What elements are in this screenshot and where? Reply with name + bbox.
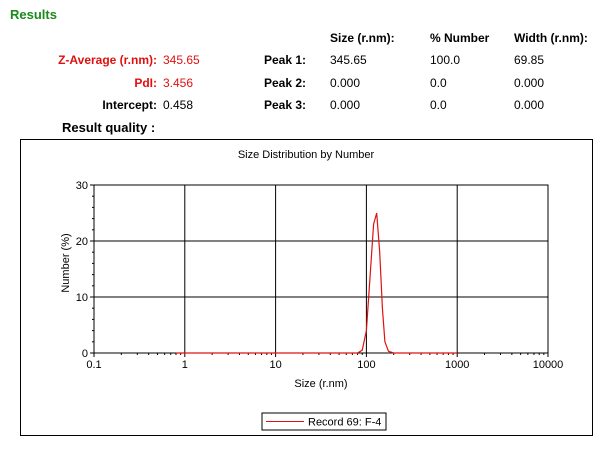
z-average-label: Z-Average (r.nm): [58, 53, 157, 67]
legend: Record 69: F-4 [261, 412, 387, 431]
peak-2-number: 0.0 [430, 76, 447, 90]
peak-2-size: 0.000 [330, 76, 361, 90]
col-header-size: Size (r.nm): [330, 31, 395, 45]
pdi-value: 3.456 [163, 76, 194, 90]
y-tick-label: 10 [76, 292, 88, 304]
series-line [176, 212, 458, 354]
col-header-number: % Number [430, 31, 490, 45]
col-header-width: Width (r.nm): [514, 31, 588, 45]
peak-3-label: Peak 3: [264, 98, 307, 112]
intercept-value: 0.458 [163, 98, 194, 112]
plot-frame [93, 184, 549, 354]
x-tick-label: 1 [182, 359, 188, 371]
results-title: Results [10, 7, 57, 22]
peak-2-label: Peak 2: [264, 76, 307, 90]
y-tick-label: 30 [76, 180, 88, 192]
x-tick-label: 100 [357, 359, 375, 371]
x-tick-label: 1000 [445, 359, 469, 371]
legend-box [261, 412, 387, 431]
peak-2-width: 0.000 [514, 76, 545, 90]
peak-1-size: 345.65 [330, 53, 367, 67]
peak-3-size: 0.000 [330, 98, 361, 112]
intercept-label: Intercept: [102, 98, 157, 112]
x-axis-label: Size (r.nm) [294, 378, 347, 390]
peak-1-number: 100.0 [430, 53, 461, 67]
x-tick-label: 0.1 [86, 359, 101, 371]
chart-title: Size Distribution by Number [238, 149, 375, 161]
legend-label: Record 69: F-4 [308, 417, 381, 429]
y-tick-label: 0 [82, 348, 88, 360]
y-tick-label: 20 [76, 236, 88, 248]
x-tick-label: 10000 [533, 359, 564, 371]
peak-3-width: 0.000 [514, 98, 545, 112]
z-average-value: 345.65 [163, 53, 200, 67]
peak-3-number: 0.0 [430, 98, 447, 112]
x-tick-label: 10 [269, 359, 281, 371]
size-distribution-chart: Size Distribution by Number 0.1 1 10 100 100… [60, 149, 564, 431]
peak-1-width: 69.85 [514, 53, 545, 67]
result-quality-label: Result quality : [62, 120, 156, 135]
peak-1-label: Peak 1: [264, 53, 307, 67]
chart-panel: Size Distribution by Number 0.1 1 10 100 100… [20, 139, 593, 436]
y-axis-label: Number (%) [60, 233, 72, 292]
pdi-label: PdI: [134, 76, 157, 90]
